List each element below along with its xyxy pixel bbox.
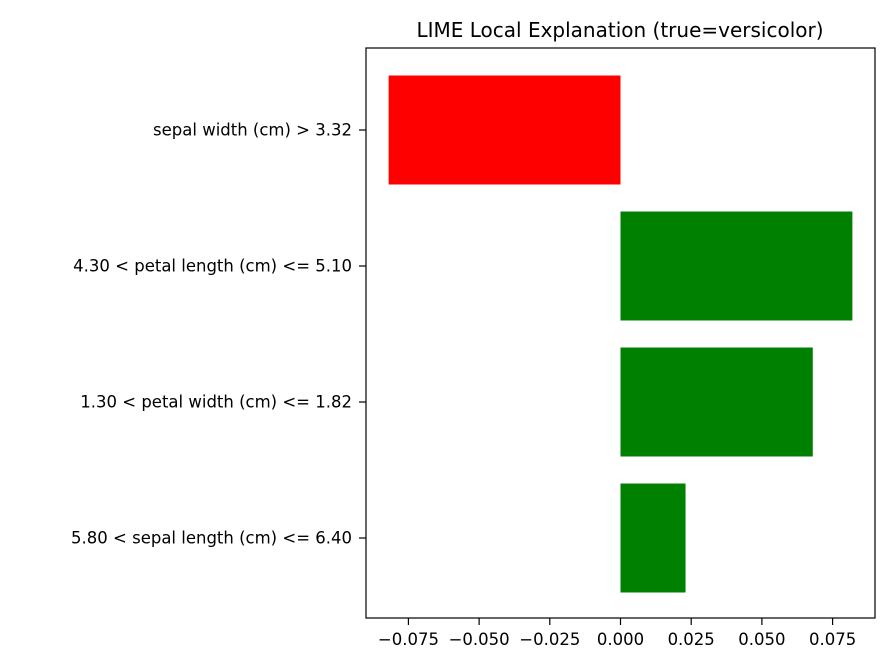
y-tick-label: 4.30 < petal length (cm) <= 5.10 [73, 257, 352, 276]
x-tick-label: 0.000 [597, 630, 644, 649]
bars-layer [388, 75, 853, 593]
x-tick-label: 0.025 [668, 630, 715, 649]
x-tick-label: −0.025 [519, 630, 580, 649]
plot-frame [365, 47, 876, 619]
y-tick-label: sepal width (cm) > 3.32 [153, 121, 352, 140]
bar-1 [388, 75, 621, 185]
x-axis: −0.075 −0.050 −0.025 0.000 0.025 0.050 0.075 [378, 618, 856, 649]
y-tick-label: 1.30 < petal width (cm) <= 1.82 [80, 393, 352, 412]
x-tick-label: 0.075 [809, 630, 856, 649]
x-tick-label: −0.075 [378, 630, 439, 649]
chart-title: LIME Local Explanation (true=versicolor) [416, 18, 823, 42]
bar-2 [620, 211, 853, 321]
y-tick-label: 5.80 < sepal length (cm) <= 6.40 [71, 529, 352, 548]
y-axis: sepal width (cm) > 3.32 4.30 < petal leng… [71, 121, 366, 548]
x-tick-label: −0.050 [449, 630, 510, 649]
x-tick-label: 0.050 [738, 630, 785, 649]
bar-3 [620, 347, 813, 457]
bar-4 [620, 483, 686, 593]
